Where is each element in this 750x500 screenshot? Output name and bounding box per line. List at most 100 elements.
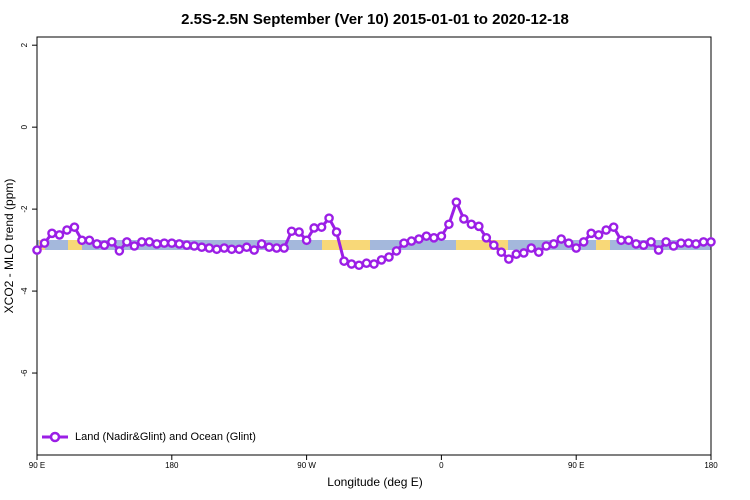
data-point	[47, 228, 57, 239]
data-point	[309, 223, 319, 233]
data-point	[301, 235, 312, 246]
data-point	[459, 214, 469, 224]
data-point	[84, 235, 95, 246]
data-point	[541, 241, 552, 251]
land-band	[322, 240, 370, 250]
data-point	[152, 239, 162, 249]
data-point	[196, 242, 207, 253]
data-point	[331, 227, 342, 237]
y-tick-label: -4	[20, 287, 29, 295]
data-point	[414, 234, 424, 244]
data-point	[339, 256, 349, 266]
land-band	[456, 240, 508, 250]
data-point	[204, 243, 215, 253]
data-point	[406, 236, 417, 246]
data-point	[444, 219, 454, 230]
y-axis-label: XCO2 - MLO trend (ppm)	[2, 179, 16, 314]
data-point	[234, 244, 244, 255]
data-point	[586, 228, 596, 239]
data-point	[503, 254, 514, 264]
data-point	[391, 246, 402, 256]
data-point	[429, 233, 439, 243]
data-point	[706, 237, 716, 247]
data-point	[399, 238, 409, 248]
data-point	[241, 242, 252, 253]
ocean-band	[37, 240, 711, 250]
data-point	[683, 238, 694, 248]
data-point	[474, 221, 484, 232]
data-point	[526, 243, 537, 253]
y-tick-label: -6	[20, 369, 29, 377]
data-point	[369, 259, 379, 269]
x-tick-label: 90 W	[297, 461, 316, 470]
data-point	[496, 247, 507, 257]
data-point	[384, 252, 394, 262]
data-point	[54, 230, 65, 240]
data-point	[77, 235, 87, 246]
data-point	[69, 222, 80, 232]
data-point	[279, 243, 289, 253]
data-point	[533, 247, 544, 257]
data-point	[376, 255, 387, 265]
data-point	[676, 238, 686, 248]
data-point	[661, 237, 671, 247]
data-point	[264, 242, 274, 253]
data-point	[653, 245, 664, 255]
data-point	[166, 238, 177, 248]
data-point	[601, 225, 611, 235]
data-point	[226, 244, 237, 255]
data-point	[219, 243, 230, 253]
data-point	[62, 225, 72, 235]
data-point	[32, 245, 42, 255]
legend: Land (Nadir&Glint) and Ocean (Glint)	[42, 431, 256, 443]
data-point	[518, 248, 529, 258]
data-point	[631, 239, 641, 249]
data-point	[99, 240, 110, 250]
data-point	[189, 241, 200, 251]
data-point	[691, 239, 701, 249]
data-point	[466, 219, 477, 230]
data-point	[638, 240, 649, 250]
land-band	[68, 240, 82, 250]
x-tick-label: 180	[165, 461, 179, 470]
series-line	[35, 198, 711, 267]
data-point	[623, 235, 634, 246]
data-point	[436, 231, 447, 241]
data-point	[511, 249, 522, 259]
data-point	[129, 241, 140, 251]
data-point	[92, 239, 102, 249]
data-point	[39, 238, 50, 248]
land-band	[596, 240, 610, 250]
chart-title: 2.5S-2.5N September (Ver 10) 2015-01-01 …	[181, 11, 569, 28]
data-point	[548, 239, 559, 249]
data-point	[571, 243, 582, 253]
x-tick-label: 180	[704, 461, 718, 470]
data-point	[451, 197, 462, 207]
data-point	[608, 222, 619, 232]
data-point	[211, 244, 222, 255]
data-point	[361, 258, 372, 269]
data-point	[354, 260, 364, 271]
x-axis-label: Longitude (deg E)	[327, 475, 422, 489]
data-point	[346, 259, 357, 269]
data-point	[489, 240, 499, 250]
data-point	[256, 239, 267, 249]
data-point	[481, 233, 492, 243]
data-point	[668, 241, 679, 251]
data-point	[159, 238, 170, 248]
data-point	[698, 237, 709, 247]
data-point	[122, 237, 132, 247]
data-point	[593, 230, 604, 240]
data-point	[316, 222, 327, 232]
legend-marker	[49, 431, 61, 443]
y-tick-label: 0	[20, 124, 29, 129]
x-tick-label: 90 E	[568, 461, 584, 470]
data-point	[249, 245, 259, 255]
data-point	[646, 237, 656, 247]
legend-label: Land (Nadir&Glint) and Ocean (Glint)	[75, 431, 256, 443]
y-tick-label: -2	[20, 205, 29, 213]
y-tick-label: 2	[20, 42, 29, 47]
data-point	[181, 240, 192, 250]
data-point	[114, 246, 125, 256]
